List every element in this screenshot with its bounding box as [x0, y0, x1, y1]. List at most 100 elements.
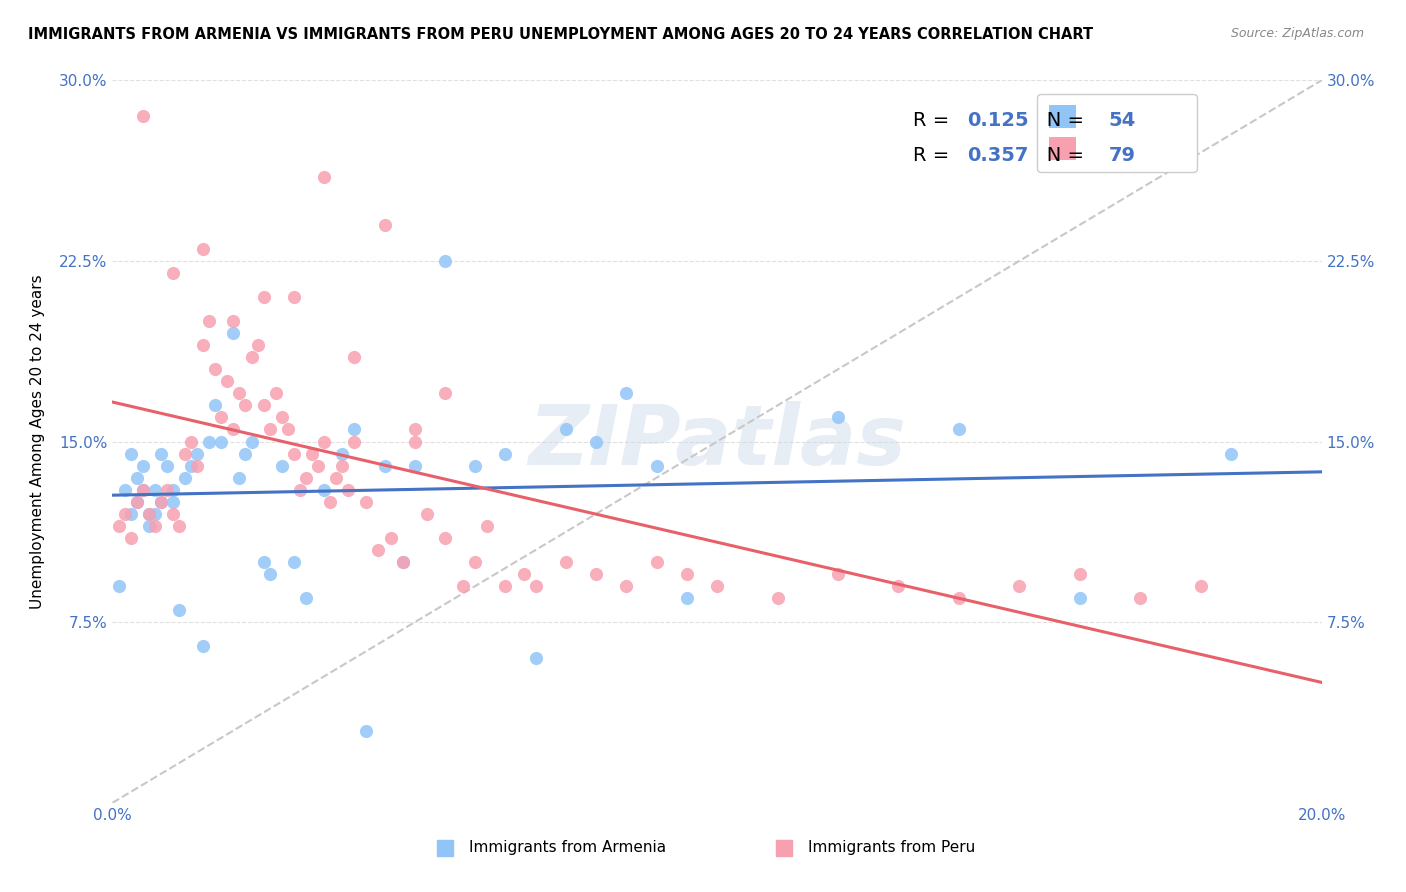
Point	[706, 579, 728, 593]
Point	[477, 518, 499, 533]
Point	[343, 350, 366, 364]
Point	[253, 398, 276, 412]
Point	[1189, 579, 1212, 593]
Point	[180, 434, 202, 449]
Point	[288, 483, 311, 497]
Point	[314, 483, 336, 497]
Point	[240, 434, 263, 449]
Text: 0.125: 0.125	[967, 112, 1029, 130]
Point	[343, 434, 366, 449]
Point	[138, 507, 160, 521]
Point	[167, 603, 190, 617]
Point	[554, 422, 576, 436]
Point	[495, 446, 517, 460]
Point	[283, 290, 305, 304]
Point	[107, 579, 129, 593]
Point	[174, 446, 197, 460]
Point	[307, 458, 329, 473]
Y-axis label: Unemployment Among Ages 20 to 24 years: Unemployment Among Ages 20 to 24 years	[31, 274, 45, 609]
Point	[325, 470, 347, 484]
Text: Source: ZipAtlas.com: Source: ZipAtlas.com	[1230, 27, 1364, 40]
Point	[149, 446, 172, 460]
Point	[156, 483, 179, 497]
Point	[235, 446, 257, 460]
Point	[524, 651, 547, 665]
Text: Immigrants from Armenia: Immigrants from Armenia	[470, 840, 666, 855]
Point	[162, 266, 184, 280]
Point	[138, 507, 160, 521]
Point	[948, 422, 970, 436]
Point	[616, 386, 638, 401]
Point	[246, 338, 269, 352]
Point	[240, 350, 263, 364]
Text: Immigrants from Peru: Immigrants from Peru	[807, 840, 974, 855]
Text: ZIPatlas: ZIPatlas	[529, 401, 905, 482]
Point	[404, 422, 426, 436]
Text: R =: R =	[912, 112, 956, 130]
Point	[132, 458, 155, 473]
Point	[295, 470, 318, 484]
Point	[330, 458, 353, 473]
Point	[162, 483, 184, 497]
Point	[120, 446, 142, 460]
Point	[433, 253, 456, 268]
Text: 54: 54	[1109, 112, 1136, 130]
Point	[356, 723, 378, 738]
Text: R =: R =	[912, 146, 956, 165]
Point	[149, 494, 172, 508]
Point	[645, 458, 668, 473]
Point	[162, 507, 184, 521]
Point	[356, 494, 378, 508]
Point	[162, 494, 184, 508]
Point	[391, 555, 413, 569]
Point	[264, 386, 287, 401]
Point	[270, 458, 292, 473]
Point	[125, 494, 148, 508]
Point	[887, 579, 910, 593]
Point	[120, 507, 142, 521]
Point	[204, 362, 226, 376]
Point	[524, 579, 547, 593]
Point	[209, 410, 232, 425]
Point	[380, 531, 402, 545]
Point	[222, 422, 245, 436]
Point	[343, 422, 366, 436]
Point	[132, 483, 155, 497]
Point	[295, 591, 318, 605]
Point	[132, 109, 155, 123]
Point	[433, 386, 456, 401]
Point	[198, 434, 221, 449]
Point	[259, 567, 281, 582]
Point	[404, 458, 426, 473]
Point	[374, 218, 396, 232]
Point	[120, 531, 142, 545]
Point	[675, 591, 697, 605]
Point	[404, 434, 426, 449]
Point	[174, 470, 197, 484]
Point	[191, 639, 214, 653]
Point	[616, 579, 638, 593]
Point	[314, 434, 336, 449]
Point	[143, 483, 166, 497]
Point	[1069, 567, 1091, 582]
Point	[149, 494, 172, 508]
Text: 79: 79	[1109, 146, 1136, 165]
Point	[191, 242, 214, 256]
Point	[314, 169, 336, 184]
Text: N =: N =	[1028, 112, 1090, 130]
Point	[675, 567, 697, 582]
Point	[464, 555, 486, 569]
Point	[107, 518, 129, 533]
Point	[1129, 591, 1152, 605]
Point	[253, 555, 276, 569]
Point	[277, 422, 299, 436]
Point	[204, 398, 226, 412]
Point	[374, 458, 396, 473]
Point	[125, 470, 148, 484]
Point	[198, 314, 221, 328]
Point	[235, 398, 257, 412]
Point	[222, 314, 245, 328]
Point	[1069, 591, 1091, 605]
Point	[283, 446, 305, 460]
Point	[217, 374, 239, 388]
